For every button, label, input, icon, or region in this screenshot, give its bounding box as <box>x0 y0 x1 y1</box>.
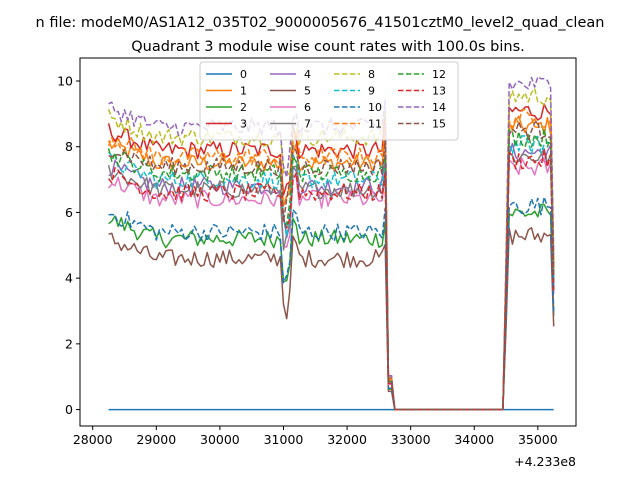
axes-layer: 28000 29000 30000 31000 32000 33000 34000 35000… <box>57 57 577 447</box>
y-tick-label: 4 <box>65 271 73 286</box>
series-line-14 <box>108 76 555 411</box>
series-line-15 <box>108 120 555 411</box>
series-line-2 <box>108 203 555 411</box>
legend-label-0: 0 <box>240 68 247 81</box>
legend-label-12: 12 <box>432 68 446 81</box>
legend-label-6: 6 <box>304 101 311 114</box>
y-tick-label: 10 <box>57 74 73 89</box>
x-tick-label: 35000 <box>518 432 558 447</box>
legend-label-2: 2 <box>240 101 247 114</box>
series-layer <box>107 76 555 411</box>
x-tick-label: 31000 <box>264 432 304 447</box>
x-tick-label: 33000 <box>391 432 431 447</box>
series-line-13 <box>108 149 555 411</box>
legend-label-14: 14 <box>432 101 446 114</box>
legend-label-8: 8 <box>368 68 375 81</box>
chart-suptitle: n file: modeM0/AS1A12_035T02_9000005676_… <box>36 15 605 31</box>
series-line-10 <box>108 196 555 411</box>
series-line-7 <box>107 148 555 411</box>
legend-label-7: 7 <box>304 118 311 131</box>
plot-frame <box>79 57 577 427</box>
legend-label-11: 11 <box>368 118 382 131</box>
y-tick-label: 0 <box>65 402 73 417</box>
x-tick-label: 30000 <box>200 432 240 447</box>
legend-box <box>199 61 459 141</box>
series-line-12 <box>107 127 555 411</box>
x-tick-label: 32000 <box>327 432 367 447</box>
legend-label-9: 9 <box>368 85 375 98</box>
y-tick-label: 8 <box>65 139 73 154</box>
legend-label-4: 4 <box>304 68 311 81</box>
x-tick-label: 34000 <box>454 432 494 447</box>
legend-label-10: 10 <box>368 101 382 114</box>
y-tick-label: 2 <box>65 336 73 351</box>
series-line-5 <box>108 226 555 411</box>
legend-label-5: 5 <box>304 85 311 98</box>
legend-label-13: 13 <box>432 85 446 98</box>
x-tick-label: 28000 <box>73 432 113 447</box>
legend-label-15: 15 <box>432 118 446 131</box>
chart-title: Quadrant 3 module wise count rates with … <box>131 39 525 55</box>
x-offset-label: +4.233e8 <box>514 454 576 469</box>
legend-label-1: 1 <box>240 85 247 98</box>
legend-label-3: 3 <box>240 118 247 131</box>
y-tick-label: 6 <box>65 205 73 220</box>
x-tick-label: 29000 <box>136 432 176 447</box>
